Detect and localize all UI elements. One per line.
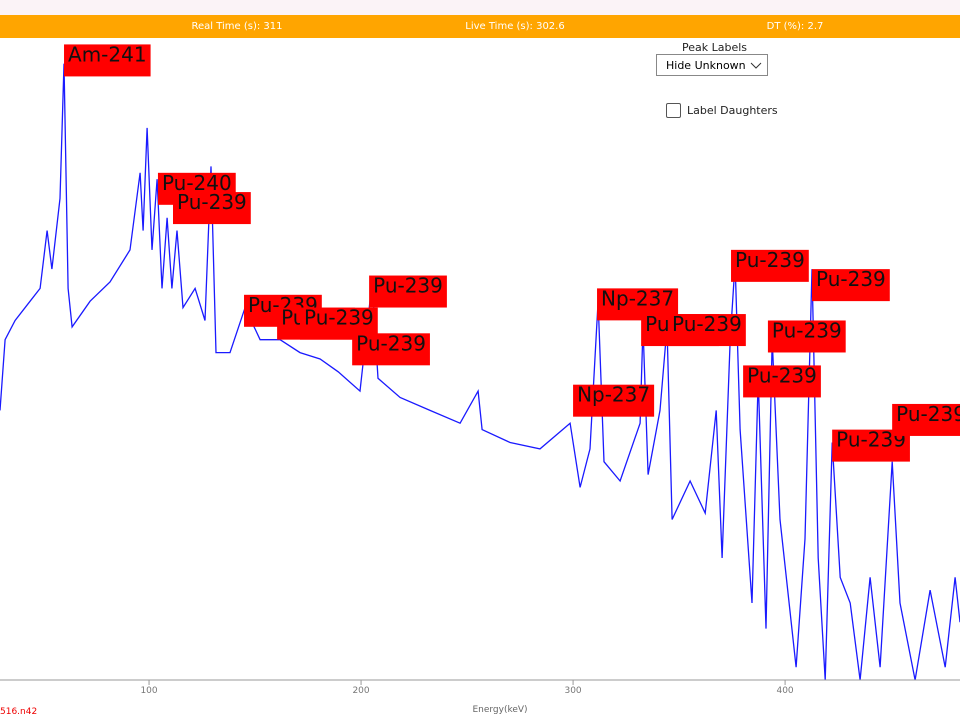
title-strip (0, 0, 960, 15)
peak-label-box (767, 320, 846, 353)
x-tick-label: 400 (776, 686, 793, 696)
dead-time: DT (%): 2.7 (766, 21, 824, 32)
peak-label-box (743, 365, 821, 398)
x-tick-label: 200 (352, 686, 369, 696)
peak-label: Pu-239 (173, 190, 251, 225)
peak-label: Pu-239 (812, 267, 890, 302)
peak-labels-title: Peak Labels (682, 41, 748, 54)
dropdown-value: Hide Unknown (666, 59, 746, 72)
peak-label: Pu-239 (892, 402, 960, 436)
peak-label-box (573, 384, 655, 417)
peak-label-box (731, 249, 809, 282)
x-tick-label: 300 (564, 686, 581, 696)
real-time: Real Time (s): 311 (191, 21, 283, 32)
peak-labels-dropdown[interactable]: Hide Unknown (656, 54, 768, 76)
peak-label-text: Am-241 (68, 42, 147, 66)
peak-label-text: Pu-239 (304, 306, 374, 330)
peak-label: Pu-239 (352, 331, 430, 366)
file-name: 516.n42 (0, 707, 37, 717)
peak-label-box (64, 44, 151, 77)
peak-label: Pu-239 (369, 274, 447, 308)
peak-label: Pu-239 (743, 363, 821, 398)
peak-label-text: Pu-239 (672, 312, 742, 336)
peak-label-text: Np-237 (601, 286, 674, 310)
peak-label-box (812, 269, 890, 302)
peak-label: Pu-239 (731, 248, 809, 282)
peak-label-text: Pu-239 (816, 267, 886, 291)
peak-label: Pu-239 (832, 428, 910, 462)
peak-label-text: Pu-239 (772, 318, 842, 342)
peak-label-box (369, 275, 447, 308)
peak-label-box (892, 403, 960, 436)
peak-label-text: Np-237 (577, 383, 650, 407)
label-daughters-text: Label Daughters (687, 104, 778, 117)
spectrum-line (0, 63, 960, 680)
peak-label: Np-237 (597, 286, 679, 321)
live-time: Live Time (s): 302.6 (465, 21, 565, 32)
peak-label-text: Pu-239 (747, 363, 817, 387)
x-axis-label: Energy(keV) (472, 705, 527, 715)
peak-label-box (173, 192, 251, 225)
x-tick-label: 100 (140, 686, 157, 696)
peak-label-text: Pu-239 (373, 274, 443, 298)
peak-label: Am-241 (64, 42, 151, 77)
status-bar: Real Time (s): 311 Live Time (s): 302.6 … (0, 15, 960, 38)
peak-label-box (668, 314, 746, 347)
peak-label-text: Pu-239 (896, 402, 960, 426)
label-daughters-checkbox[interactable] (666, 103, 681, 118)
peak-label-text: Pu-239 (356, 331, 426, 355)
peak-label: Np-237 (573, 383, 655, 417)
peak-label-text: Pu-240 (162, 171, 232, 195)
peak-label-box (352, 333, 430, 366)
dropdown-arrow (750, 62, 762, 69)
peak-label: Pu-239 (767, 318, 846, 353)
peak-label-text: Pu-239 (735, 248, 805, 272)
peak-label-text: Pu-239 (177, 190, 247, 214)
peak-label: Pu-239 (668, 312, 746, 347)
